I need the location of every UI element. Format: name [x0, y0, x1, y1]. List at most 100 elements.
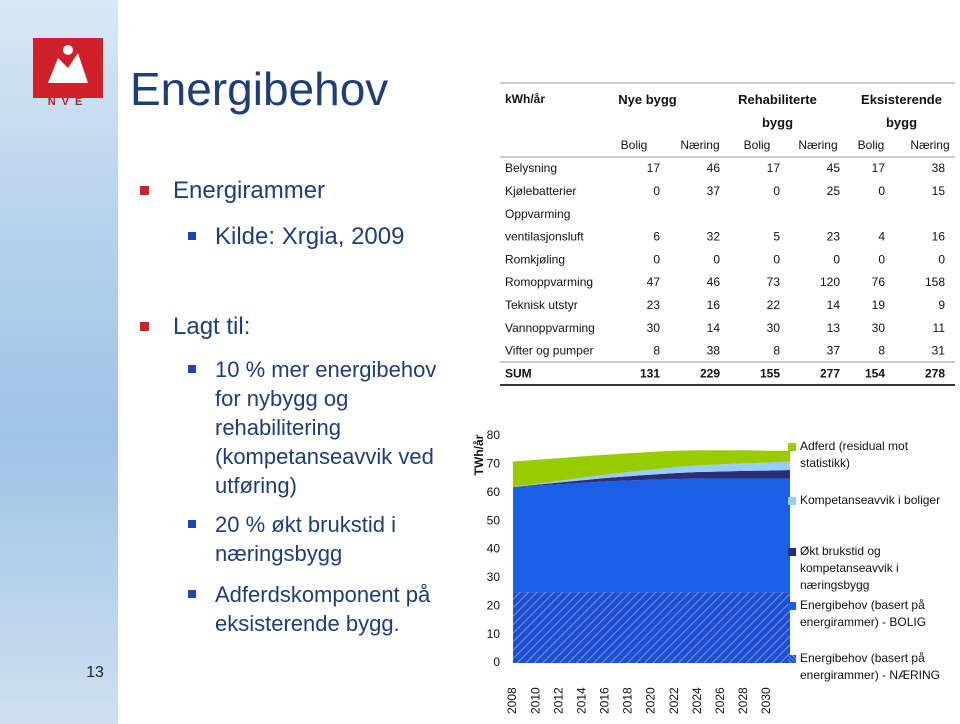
table-cell: 16: [707, 298, 721, 312]
table-header: Rehabiliterte bygg: [738, 92, 817, 130]
x-tick-label: 2016: [598, 687, 612, 714]
area: [513, 461, 790, 488]
legend-swatch: [788, 443, 796, 451]
table-cell: 32: [707, 230, 721, 244]
logo-text: NVE: [47, 96, 89, 108]
bullet-heading: Energirammer: [139, 177, 326, 204]
x-tick-label: 2014: [574, 687, 588, 714]
y-tick-label: 60: [487, 485, 501, 499]
bullet-item: Kilde: Xrgia, 2009: [188, 222, 475, 251]
y-tick-label: 50: [487, 513, 501, 527]
y-tick-label: 20: [487, 598, 501, 612]
table-cell: 120: [820, 275, 840, 289]
table-cell: 131: [640, 366, 660, 380]
legend-label: Økt brukstid og kompetanseavvik i næring…: [800, 544, 899, 592]
table-cell: 30: [872, 321, 886, 335]
table-cell: 19: [872, 298, 886, 312]
table-subheader: Bolig: [621, 138, 648, 152]
table-cell: 0: [653, 184, 660, 198]
table-cell: 23: [647, 298, 661, 312]
table-cell: 17: [872, 161, 886, 175]
row-label: Vannoppvarming: [505, 321, 595, 335]
slide-title: Energibehov: [130, 63, 389, 115]
x-tick-label: 2020: [644, 687, 658, 714]
table-cell: 37: [707, 184, 721, 198]
x-tick-label: 2026: [713, 687, 727, 714]
table-header: Eksisterende bygg: [861, 92, 942, 130]
table-cell: 38: [707, 344, 721, 358]
table-cell: 46: [707, 161, 721, 175]
row-label: Belysning: [505, 161, 557, 175]
x-tick-label: 2012: [551, 687, 565, 714]
slide-number: 13: [86, 664, 104, 681]
table-cell: 73: [767, 275, 781, 289]
y-tick-label: 0: [493, 655, 500, 669]
table-cell: 0: [938, 252, 945, 266]
table-cell: 30: [767, 321, 781, 335]
table-subheader: Bolig: [744, 138, 771, 152]
table-cell: 11: [933, 321, 946, 335]
logo: [33, 38, 103, 98]
row-label: Romkjøling: [505, 252, 565, 266]
table-subheader: Næring: [910, 138, 949, 152]
table-cell: 8: [653, 344, 660, 358]
table-header: Nye bygg: [618, 92, 677, 107]
row-label: ventilasjonsluft: [505, 230, 584, 244]
y-tick-label: 70: [487, 457, 501, 471]
y-tick-label: 80: [487, 428, 501, 442]
table-cell: 154: [865, 366, 885, 380]
logo-emblem: [48, 45, 88, 83]
table-cell: 4: [878, 230, 885, 244]
bullet-item: 20 % økt brukstid i næringsbygg: [188, 510, 465, 568]
table-cell: 45: [827, 161, 841, 175]
legend-label: Kompetanseavvik i boliger: [800, 493, 941, 507]
legend-swatch: [788, 497, 796, 505]
x-tick-label: 2024: [690, 687, 704, 714]
table-cell: 17: [767, 161, 781, 175]
x-tick-label: 2028: [736, 687, 750, 714]
area: [513, 470, 790, 488]
table-cell: 14: [827, 298, 841, 312]
table-cell: 37: [827, 344, 841, 358]
table-subheader: Næring: [798, 138, 837, 152]
table-cell: 38: [932, 161, 946, 175]
table-cell: 9: [938, 298, 945, 312]
table-cell: 0: [773, 184, 780, 198]
table-cell: 13: [827, 321, 841, 335]
table-cell: 17: [647, 161, 661, 175]
row-label: Vifter og pumper: [505, 344, 594, 358]
y-tick-label: 10: [487, 627, 501, 641]
legend-swatch: [788, 602, 796, 610]
bullet-heading: Lagt til:: [139, 313, 251, 340]
table-cell: 25: [827, 184, 841, 198]
x-tick-label: 2022: [667, 687, 681, 714]
table-cell: 155: [760, 366, 780, 380]
row-label: Kjølebatterier: [505, 184, 576, 198]
table-cell: 8: [878, 344, 885, 358]
y-tick-label: 30: [487, 570, 501, 584]
bullet-item: Adferdskomponent på eksisterende bygg.: [188, 580, 465, 638]
table-cell: 0: [653, 252, 660, 266]
row-label: Oppvarming: [505, 207, 570, 221]
table-cell: 23: [827, 230, 841, 244]
table-cell: 30: [647, 321, 661, 335]
legend-label: Energibehov (basert på energirammer) - B…: [800, 598, 927, 629]
legend-swatch: [788, 655, 796, 663]
area: [513, 450, 790, 488]
table-cell: 46: [707, 275, 721, 289]
table-cell: 14: [707, 321, 721, 335]
table-cell: 0: [878, 252, 885, 266]
row-label: SUM: [505, 366, 532, 380]
x-tick-label: 2008: [505, 687, 519, 714]
x-tick-label: 2018: [621, 687, 635, 714]
legend-label: Adferd (residual mot statistikk): [800, 439, 909, 470]
table-cell: 5: [773, 230, 780, 244]
table-subheader: Næring: [680, 138, 719, 152]
table-cell: 8: [773, 344, 780, 358]
table-cell: 15: [932, 184, 946, 198]
table-cell: 6: [653, 230, 660, 244]
table-subheader: Bolig: [858, 138, 885, 152]
legend-label: Energibehov (basert på energirammer) - N…: [800, 651, 941, 682]
